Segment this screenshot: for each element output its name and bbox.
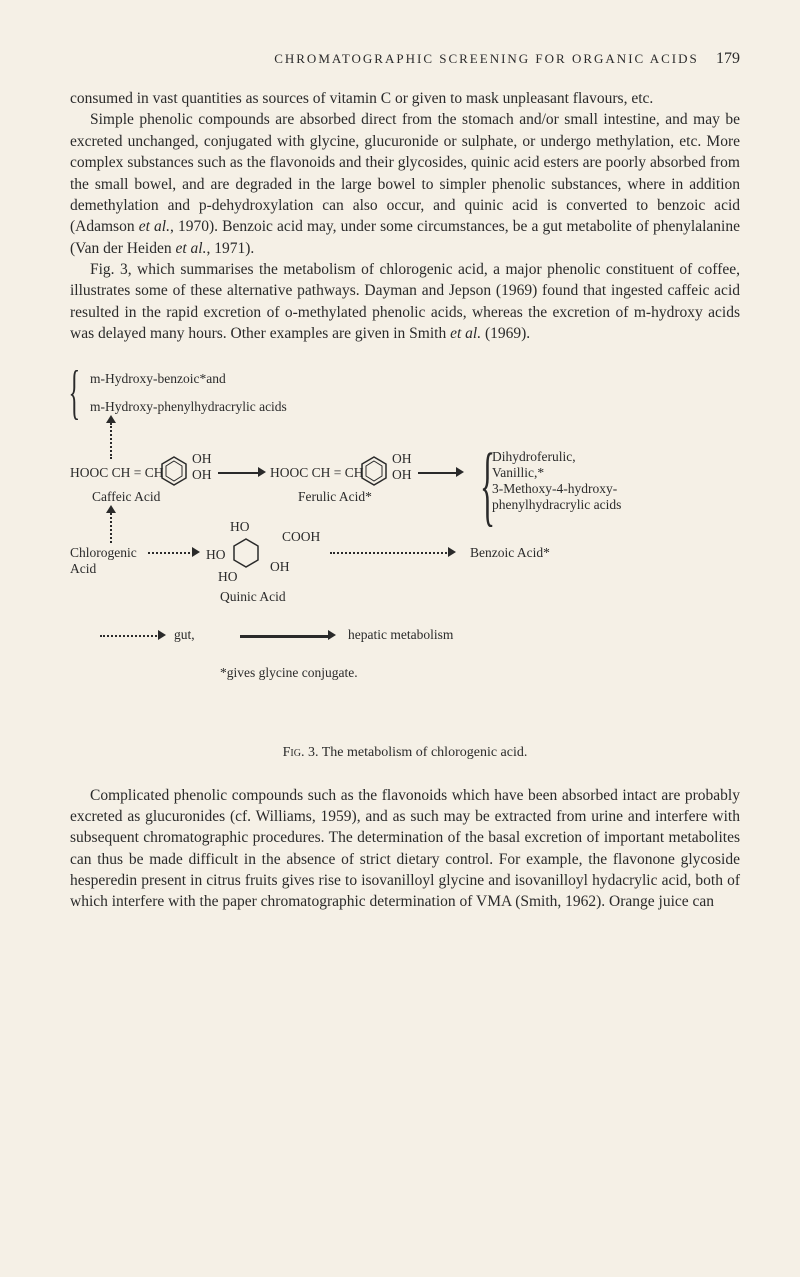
dotted-arrow-icon [148, 552, 194, 554]
running-head: CHROMATOGRAPHIC SCREENING FOR ORGANIC AC… [70, 50, 740, 68]
label-vanillic: Vanillic,* [492, 465, 544, 481]
body-text: consumed in vast quantities as sources o… [70, 88, 740, 345]
body-text-bottom: Complicated phenolic compounds such as t… [70, 785, 740, 913]
dotted-arrow-icon [330, 552, 450, 554]
legend-gut: gut, [174, 627, 195, 643]
arrow-solid-icon [240, 635, 330, 638]
label-ho: HO [206, 547, 226, 563]
arrow-solid-icon [418, 472, 458, 474]
label-oh: OH [192, 467, 212, 483]
label-ferulic: Ferulic Acid* [298, 489, 372, 505]
label-chlorogenic: Chlorogenic Acid [70, 545, 137, 577]
running-head-text: CHROMATOGRAPHIC SCREENING FOR ORGANIC AC… [274, 51, 699, 66]
label-ho: HO [230, 519, 250, 535]
brace-icon: { [69, 362, 81, 422]
label-hooc-ch-1: HOOC CH = CH [70, 465, 164, 481]
label-oh: OH [392, 467, 412, 483]
figure-caption: Fig. 3. The metabolism of chlorogenic ac… [70, 745, 740, 761]
dotted-arrow-icon [100, 635, 160, 637]
label-m-hydroxy-phenyl: m-Hydroxy-phenylhydracrylic acids [90, 399, 287, 415]
paragraph-2: Simple phenolic compounds are absorbed d… [70, 109, 740, 259]
paragraph-4: Complicated phenolic compounds such as t… [70, 785, 740, 913]
label-hooc-ch-2: HOOC CH = CH [270, 465, 364, 481]
legend-glycine: *gives glycine conjugate. [220, 665, 358, 681]
label-quinic: Quinic Acid [220, 589, 286, 605]
arrow-head-icon [258, 467, 266, 477]
figure-caption-text: 3. The metabolism of chlorogenic acid. [304, 745, 527, 760]
figure-caption-label: Fig. [283, 745, 305, 760]
arrow-head-icon [456, 467, 464, 477]
arrow-head-icon [106, 415, 116, 423]
cyclohexane-ring-icon [232, 537, 260, 569]
legend-hepatic: hepatic metabolism [348, 627, 453, 643]
label-benzoic: Benzoic Acid* [470, 545, 550, 561]
figure-3: { m-Hydroxy-benzoic*and m-Hydroxy-phenyl… [70, 367, 740, 727]
dotted-line-icon [110, 423, 112, 459]
label-oh: OH [392, 451, 412, 467]
label-cooh: COOH [282, 529, 320, 545]
label-oh: OH [270, 559, 290, 575]
arrow-head-icon [328, 630, 336, 640]
arrow-head-icon [192, 547, 200, 557]
label-oh: OH [192, 451, 212, 467]
label-3methoxy: 3-Methoxy-4-hydroxy- [492, 481, 617, 497]
benzene-ring-icon [160, 455, 188, 487]
arrow-head-icon [106, 505, 116, 513]
label-m-hydroxy-benzoic: m-Hydroxy-benzoic*and [90, 371, 226, 387]
label-dihydroferulic: Dihydroferulic, [492, 449, 576, 465]
page-number: 179 [716, 50, 740, 67]
label-caffeic: Caffeic Acid [92, 489, 160, 505]
dotted-line-icon [110, 513, 112, 543]
arrow-solid-icon [218, 472, 260, 474]
arrow-head-icon [448, 547, 456, 557]
label-ho: HO [218, 569, 238, 585]
label-phenylhydracrylic: phenylhydracrylic acids [492, 497, 621, 513]
arrow-head-icon [158, 630, 166, 640]
paragraph-3: Fig. 3, which summarises the metabolism … [70, 259, 740, 345]
benzene-ring-icon [360, 455, 388, 487]
paragraph-1: consumed in vast quantities as sources o… [70, 88, 740, 109]
